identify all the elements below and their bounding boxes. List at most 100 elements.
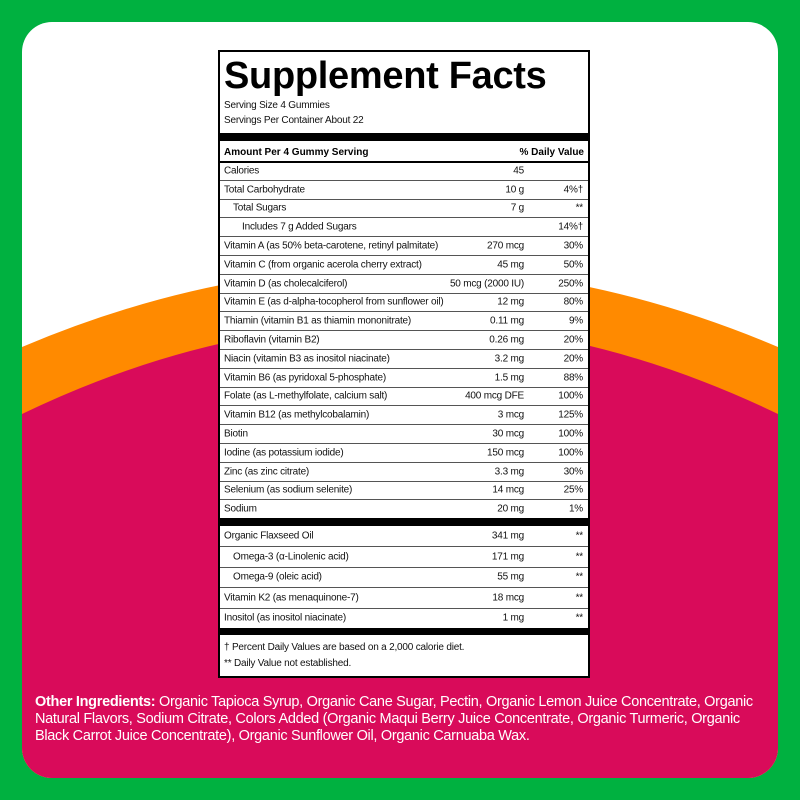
nutrient-name: Vitamin K2 (as menaquinone-7): [224, 592, 359, 604]
nutrient-row: Sodium 20 mg 1%: [220, 499, 588, 518]
nutrient-amount: 12 mg: [497, 296, 524, 308]
nutrient-name: Omega-3 (α-Linolenic acid): [233, 551, 349, 563]
nutrient-row: Total Carbohydrate 10 g 4%†: [220, 179, 588, 199]
nutrient-row: Vitamin K2 (as menaquinone-7) 18 mcg **: [220, 587, 588, 607]
nutrient-amount: 20 mg: [497, 503, 524, 515]
footnote-not-established: ** Daily Value not established.: [224, 658, 352, 669]
nutrient-daily-value: 20%: [563, 353, 584, 365]
nutrient-daily-value: 30%: [563, 466, 584, 478]
nutrient-amount: 3.3 mg: [494, 466, 525, 478]
nutrient-row: Vitamin C (from organic acerola cherry e…: [220, 254, 588, 274]
nutrient-rows: Calories 45 Total Carbohydrate 10 g 4%† Total…: [220, 161, 588, 518]
nutrient-name: Riboflavin (vitamin B2): [224, 334, 320, 346]
nutrient-amount: 14 mcg: [492, 484, 524, 496]
nutrient-daily-value: **: [575, 202, 584, 214]
nutrient-name: Vitamin E (as d-alpha-tocopherol from su…: [224, 296, 444, 308]
nutrient-amount: 30 mcg: [492, 428, 524, 440]
nutrient-amount: 0.26 mg: [489, 334, 524, 346]
nutrient-daily-value: 50%: [563, 259, 584, 271]
nutrient-daily-value: 100%: [558, 428, 583, 440]
nutrient-amount: 3 mcg: [497, 409, 524, 421]
nutrient-row: Vitamin E (as d-alpha-tocopherol from su…: [220, 292, 588, 312]
other-ingredients-label: Other Ingredients:: [35, 694, 156, 710]
nutrient-daily-value: 25%: [563, 484, 584, 496]
header-daily-value: % Daily Value: [519, 146, 584, 158]
nutrient-row: Inositol (as inositol niacinate) 1 mg **: [220, 607, 588, 628]
nutrient-row: Thiamin (vitamin B1 as thiamin mononitra…: [220, 311, 588, 330]
header-amount: Amount Per 4 Gummy Serving: [224, 146, 369, 158]
nutrient-row: Niacin (vitamin B3 as inositol niacinate…: [220, 348, 588, 368]
nutrient-amount: 1.5 mg: [494, 372, 525, 384]
nutrient-name: Iodine (as potassium iodide): [224, 447, 344, 459]
nutrient-daily-value: 100%: [558, 390, 583, 402]
nutrient-row: Vitamin A (as 50% beta-carotene, retinyl…: [220, 236, 588, 255]
nutrient-row: Vitamin B12 (as methylcobalamin) 3 mcg 125…: [220, 405, 588, 424]
label-header: Amount Per 4 Gummy Serving % Daily Value: [224, 143, 584, 161]
nutrient-name: Vitamin A (as 50% beta-carotene, retinyl…: [224, 240, 439, 252]
nutrient-row: Folate (as L-methylfolate, calcium salt)…: [220, 386, 588, 406]
nutrient-daily-value: 14%†: [558, 221, 583, 233]
nutrient-daily-value: **: [575, 551, 584, 563]
nutrient-row: Calories 45: [220, 161, 588, 180]
nutrient-name: Folate (as L-methylfolate, calcium salt): [224, 390, 388, 402]
nutrient-amount: 270 mcg: [487, 240, 524, 252]
nutrient-name: Zinc (as zinc citrate): [224, 466, 310, 478]
nutrient-row: Organic Flaxseed Oil 341 mg **: [220, 526, 588, 546]
thick-divider: [220, 133, 588, 141]
serving-size: Serving Size 4 Gummies: [224, 100, 330, 111]
nutrient-amount: 18 mcg: [492, 592, 524, 604]
thick-divider: [220, 518, 588, 526]
nutrient-daily-value: 100%: [558, 447, 583, 459]
nutrient-daily-value: 9%: [568, 315, 583, 327]
nutrient-name: Sodium: [224, 503, 257, 515]
other-ingredients-text: Organic Tapioca Syrup, Organic Cane Suga…: [35, 694, 753, 744]
supplement-facts-label: Supplement Facts Serving Size 4 Gummies …: [218, 50, 590, 678]
nutrient-daily-value: 1%: [568, 503, 583, 515]
nutrient-row: Omega-3 (α-Linolenic acid) 171 mg **: [220, 546, 588, 566]
nutrient-amount: 45: [513, 165, 524, 177]
nutrient-name: Biotin: [224, 428, 248, 440]
nutrient-amount: 50 mcg (2000 IU): [449, 278, 524, 290]
nutrient-daily-value: 4%†: [563, 184, 584, 196]
nutrient-row: Total Sugars 7 g **: [220, 198, 588, 218]
nutrient-name: Vitamin B6 (as pyridoxal 5-phosphate): [224, 372, 386, 384]
nutrient-daily-value: 125%: [558, 409, 583, 421]
nutrient-amount: 400 mcg DFE: [465, 390, 524, 402]
nutrient-daily-value: 88%: [563, 372, 584, 384]
nutrient-name: Selenium (as sodium selenite): [224, 484, 353, 496]
nutrient-amount: 3.2 mg: [494, 353, 525, 365]
nutrient-daily-value: **: [575, 530, 584, 542]
nutrient-row: Omega-9 (oleic acid) 55 mg **: [220, 566, 588, 587]
servings-per-container: Servings Per Container About 22: [224, 115, 364, 126]
nutrient-daily-value: **: [575, 571, 584, 583]
other-ingredients: Other Ingredients: Organic Tapioca Syrup…: [35, 694, 770, 745]
nutrient-amount: 0.11 mg: [490, 315, 524, 327]
nutrient-name: Thiamin (vitamin B1 as thiamin mononitra…: [224, 315, 412, 327]
product-panel: Supplement Facts Serving Size 4 Gummies …: [22, 22, 778, 778]
nutrient-amount: 150 mcg: [487, 447, 524, 459]
nutrient-name: Inositol (as inositol niacinate): [224, 612, 346, 624]
nutrient-amount: 55 mg: [497, 571, 524, 583]
nutrient-daily-value: **: [575, 612, 584, 624]
nutrient-daily-value: **: [575, 592, 584, 604]
label-title: Supplement Facts: [224, 55, 547, 97]
nutrient-name: Total Carbohydrate: [224, 184, 305, 196]
thick-divider: [220, 628, 588, 635]
nutrient-row: Zinc (as zinc citrate) 3.3 mg 30%: [220, 461, 588, 481]
nutrient-row: Selenium (as sodium selenite) 14 mcg 25%: [220, 480, 588, 500]
nutrient-row: Iodine (as potassium iodide) 150 mcg 100%: [220, 442, 588, 462]
footnote-dv: † Percent Daily Values are based on a 2,…: [224, 642, 465, 653]
nutrient-name: Calories: [224, 165, 260, 177]
nutrient-name: Omega-9 (oleic acid): [233, 571, 322, 583]
nutrient-row: Biotin 30 mcg 100%: [220, 424, 588, 443]
nutrient-amount: 10 g: [505, 184, 524, 196]
nutrient-row: Vitamin D (as cholecalciferol) 50 mcg (20…: [220, 273, 588, 293]
nutrient-row: Vitamin B6 (as pyridoxal 5-phosphate) 1.5…: [220, 367, 588, 387]
nutrient-name: Organic Flaxseed Oil: [224, 530, 314, 542]
nutrient-amount: 45 mg: [497, 259, 524, 271]
nutrient-daily-value: 30%: [563, 240, 584, 252]
nutrient-name: Vitamin C (from organic acerola cherry e…: [224, 259, 422, 271]
nutrient-name: Includes 7 g Added Sugars: [242, 221, 357, 233]
nutrient-amount: 7 g: [510, 202, 525, 214]
nutrient-amount: 341 mg: [491, 530, 524, 542]
